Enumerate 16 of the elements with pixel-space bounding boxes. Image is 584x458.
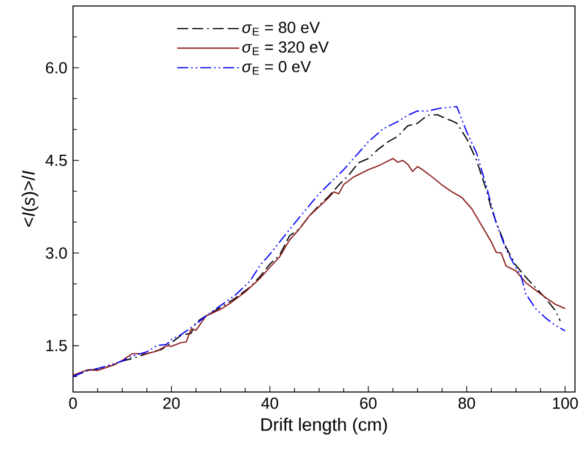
legend-label: σ$_{E}$ = 320 eV: [242, 41, 329, 56]
y-tick-label: 4.5: [46, 154, 67, 166]
y-tick-label: 3.0: [46, 247, 67, 259]
line-series: [73, 158, 566, 376]
x-tick-label: 40: [261, 398, 278, 409]
legend-label: σ$_{E}$ = 80 eV: [242, 22, 320, 36]
legend-label: σ$_{E}$ = 0 eV: [242, 60, 311, 75]
x-tick-label: 20: [163, 398, 180, 409]
x-tick-label: 100: [553, 398, 578, 409]
x-tick-label: 60: [360, 398, 377, 409]
x-tick-label: 80: [458, 398, 475, 409]
x-tick-label: 0: [69, 398, 77, 409]
x-axis-title: Drift length (cm): [261, 418, 387, 434]
y-tick-label: 6.0: [46, 62, 67, 74]
y-axis-title: <I(s)>/I: [22, 170, 38, 227]
y-tick-label: 1.5: [46, 340, 67, 352]
